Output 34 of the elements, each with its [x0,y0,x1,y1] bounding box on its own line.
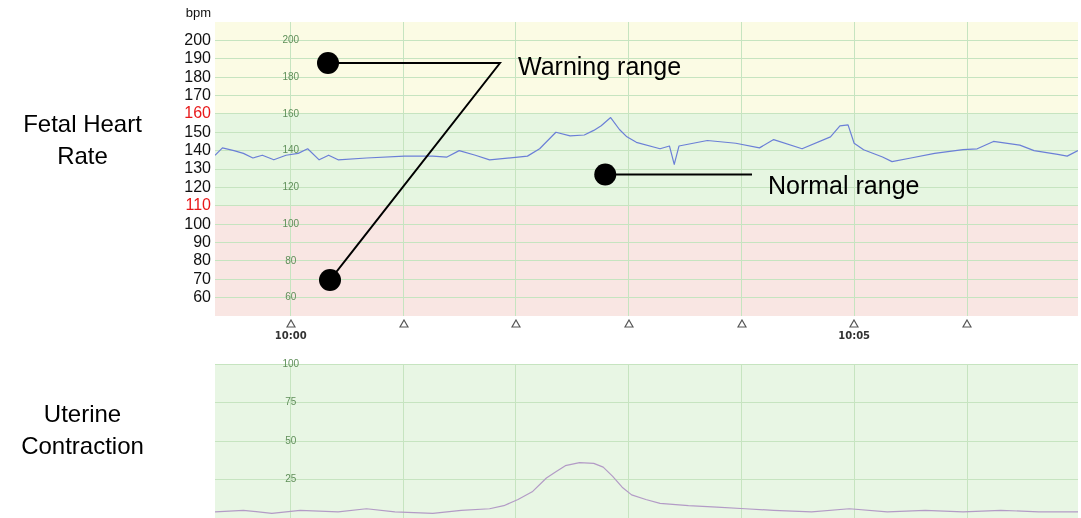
y2-tick-label: 75 [285,396,297,408]
y-tick-label: 80 [193,251,212,269]
annotation: Warning range [518,52,682,81]
x-tick-label: 10:00 [274,329,307,341]
y2-tick-label: 140 [282,144,300,156]
y-tick-label: 130 [184,159,212,177]
y2-tick-label: 80 [285,254,297,266]
y2-tick-label: 120 [282,181,300,193]
y-tick-label: 160 [184,104,212,122]
y-tick-label: 120 [184,177,212,195]
y2-tick-label: 160 [282,107,300,119]
annotation: Normal range [768,171,920,200]
y2-tick-label: 180 [282,70,300,82]
text: Fetal Heart Rate [22,109,143,171]
y-tick-label: 90 [193,232,212,250]
y2-tick-label: 50 [285,434,297,446]
y-tick-label: 190 [184,49,212,67]
y-tick-label: 70 [193,269,212,287]
x-tick-label: 10:05 [838,329,871,341]
y-tick-label: 180 [184,67,212,85]
y-tick-label: 170 [184,85,212,103]
y2-tick-label: 60 [285,291,297,303]
text: Uterine Contraction [20,399,145,461]
y2-tick-label: 200 [282,34,300,46]
y-tick-label: 110 [185,196,212,214]
y2-tick-label: 25 [285,473,297,485]
y-tick-label: 140 [184,141,212,159]
y2-tick-label: 100 [282,217,300,229]
y-axis-title: bpm [185,5,211,21]
y-tick-label: 200 [184,30,212,48]
y-tick-label: 60 [193,288,212,306]
y2-tick-label: 100 [282,357,300,369]
y-tick-label: 150 [184,122,212,140]
y-tick-label: 100 [184,214,212,232]
